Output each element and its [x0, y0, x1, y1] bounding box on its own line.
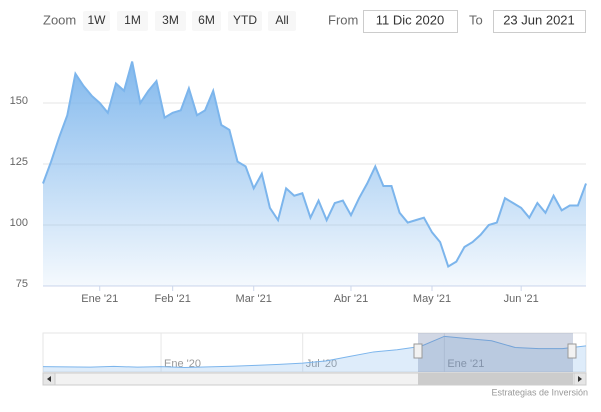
navigator-handle[interactable]	[567, 343, 577, 359]
range-button-label[interactable]: YTD	[233, 13, 257, 27]
to-value[interactable]: 23 Jun 2021	[503, 12, 575, 27]
range-button[interactable]	[228, 11, 262, 31]
y-tick-label: 75	[16, 278, 28, 290]
from-label: From	[328, 12, 358, 27]
navigator-label: Jul '20	[306, 358, 337, 370]
navigator-frame	[42, 332, 587, 373]
scrollbar-thumb[interactable]	[418, 373, 573, 385]
line	[42, 61, 587, 268]
range-button[interactable]	[192, 11, 221, 31]
y-tick-label: 150	[10, 95, 28, 107]
range-button[interactable]	[117, 11, 148, 31]
x-tick-label: Ene '21	[81, 293, 118, 305]
x-tick-label: Abr '21	[334, 293, 369, 305]
x-tick-label: Jun '21	[504, 293, 539, 305]
to-input[interactable]	[493, 10, 586, 33]
scrollbar-arrow	[47, 376, 51, 382]
area	[43, 61, 586, 286]
range-button-label[interactable]: 6M	[198, 13, 215, 27]
x-tick-label: May '21	[413, 293, 451, 305]
range-button-label[interactable]: 1W	[88, 13, 107, 27]
from-value[interactable]: 11 Dic 2020	[376, 12, 444, 27]
range-button[interactable]	[155, 11, 186, 31]
navigator-window[interactable]	[418, 333, 573, 372]
to-label: To	[469, 12, 483, 27]
navigator-line	[42, 335, 587, 369]
navigator-handle[interactable]	[413, 343, 423, 359]
x-tick-label: Mar '21	[236, 293, 272, 305]
navigator-area	[43, 336, 586, 372]
range-button[interactable]	[268, 11, 296, 31]
scrollbar-arrow	[578, 376, 582, 382]
zoom-label: Zoom	[43, 12, 76, 27]
x-tick-label: Feb '21	[154, 293, 190, 305]
range-button-label[interactable]: 3M	[162, 13, 179, 27]
navigator-label: Ene '21	[447, 358, 484, 370]
from-input[interactable]	[363, 10, 458, 33]
y-tick-label: 125	[10, 156, 28, 168]
range-button-label[interactable]: 1M	[124, 13, 141, 27]
credits: Estrategias de Inversión	[491, 387, 588, 397]
range-button[interactable]	[83, 11, 110, 31]
y-tick-label: 100	[10, 217, 28, 229]
range-button-label[interactable]: All	[275, 13, 288, 27]
